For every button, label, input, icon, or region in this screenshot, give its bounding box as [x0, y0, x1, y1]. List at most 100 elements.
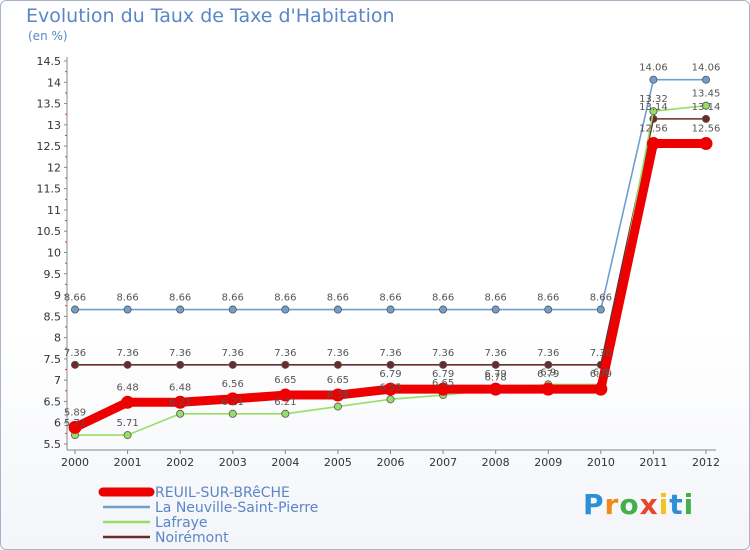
data-label: 8.66 [116, 293, 138, 304]
data-point [594, 382, 608, 396]
data-point [649, 75, 658, 84]
y-tick-label: 9 [54, 289, 61, 302]
data-point [281, 305, 290, 314]
y-tick-label: 10.5 [37, 225, 62, 238]
data-label: 8.66 [537, 293, 559, 304]
y-tick-label: 13.5 [37, 98, 62, 111]
data-point [386, 305, 395, 314]
data-point [699, 137, 713, 151]
data-point [278, 388, 292, 402]
logo-letter: x [639, 488, 659, 521]
y-tick-label: 14.5 [37, 55, 62, 68]
data-point [541, 382, 555, 396]
logo-letter: i [683, 488, 695, 521]
data-point [228, 360, 237, 369]
chart-title: Evolution du Taux de Taxe d'Habitation [26, 5, 395, 27]
data-label: 6.38 [327, 390, 349, 401]
data-point [491, 360, 500, 369]
data-label: 13.14 [692, 102, 721, 113]
series-line [74, 78, 707, 311]
data-label: 6.48 [116, 382, 138, 393]
x-tick-label: 2005 [324, 456, 352, 469]
y-tick-label: 9.5 [44, 268, 62, 281]
data-label: 6.79 [537, 369, 559, 380]
data-point [386, 360, 395, 369]
data-label: 7.36 [485, 348, 507, 359]
data-label: 6.65 [274, 375, 296, 386]
data-label: 8.66 [274, 293, 296, 304]
data-label: 8.66 [222, 293, 244, 304]
data-point [71, 360, 80, 369]
x-tick-label: 2001 [114, 456, 142, 469]
data-label: 7.36 [169, 348, 191, 359]
data-point [649, 107, 658, 116]
y-tick-label: 12.5 [37, 140, 62, 153]
data-label: 8.66 [432, 293, 454, 304]
legend-label: Noirémont [155, 530, 229, 546]
chart-y-unit: (en %) [28, 29, 68, 43]
data-label: 6.78 [485, 373, 507, 384]
data-label: 14.06 [692, 63, 721, 74]
data-label: 6.9 [540, 367, 556, 378]
data-point [176, 360, 185, 369]
data-point [331, 388, 345, 402]
data-label: 7.36 [64, 348, 86, 359]
data-point [439, 305, 448, 314]
data-label: 8.66 [169, 293, 191, 304]
logo-letter: o [619, 488, 640, 521]
data-label: 13.14 [639, 102, 668, 113]
data-point [489, 382, 503, 396]
y-tick-label: 6.5 [44, 395, 62, 408]
x-tick-label: 2009 [534, 456, 562, 469]
data-label: 6.79 [485, 369, 507, 380]
data-label: 6.65 [327, 375, 349, 386]
data-label: 6.21 [274, 397, 296, 408]
x-tick-label: 2003 [219, 456, 247, 469]
data-point [333, 305, 342, 314]
y-tick-label: 10 [47, 247, 61, 260]
data-point [646, 137, 660, 151]
y-tick-label: 11 [47, 204, 61, 217]
data-point [68, 420, 82, 434]
x-tick-label: 2000 [61, 456, 89, 469]
data-label: 6.21 [169, 397, 191, 408]
data-point [121, 395, 135, 409]
data-point [439, 360, 448, 369]
x-tick-label: 2012 [692, 456, 720, 469]
y-tick-label: 7 [54, 374, 61, 387]
y-tick-label: 8 [54, 332, 61, 345]
data-label: 7.36 [590, 348, 612, 359]
data-point [544, 360, 553, 369]
data-point [176, 409, 185, 418]
y-tick-label: 7.5 [44, 353, 62, 366]
data-label: 5.71 [64, 418, 86, 429]
x-tick-label: 2011 [639, 456, 667, 469]
data-label: 8.66 [379, 293, 401, 304]
logo-letter: i [658, 488, 670, 521]
data-point [226, 392, 240, 406]
logo-letter: t [669, 488, 684, 521]
y-tick-label: 14 [47, 76, 61, 89]
data-label: 6.79 [432, 369, 454, 380]
data-point [333, 402, 342, 411]
x-tick-label: 2004 [271, 456, 299, 469]
data-label: 6.79 [590, 369, 612, 380]
data-label: 7.36 [432, 348, 454, 359]
data-label: 7.36 [274, 348, 296, 359]
data-point [71, 305, 80, 314]
data-label: 13.32 [639, 94, 668, 105]
data-label: 6.55 [379, 382, 401, 393]
data-label: 6.65 [432, 378, 454, 389]
data-point [702, 75, 711, 84]
data-label: 14.06 [639, 63, 668, 74]
logo-letter: r [604, 488, 620, 521]
data-label: 7.36 [537, 348, 559, 359]
proxiti-logo: Proxiti [583, 488, 694, 521]
data-label: 13.45 [692, 89, 721, 100]
legend-label: La Neuville-Saint-Pierre [155, 500, 318, 516]
legend-label: REUIL-SUR-BRêCHE [155, 485, 290, 501]
data-label: 7.36 [116, 348, 138, 359]
x-tick-label: 2002 [166, 456, 194, 469]
data-label: 6.56 [222, 379, 244, 390]
logo-letter: P [583, 488, 605, 521]
